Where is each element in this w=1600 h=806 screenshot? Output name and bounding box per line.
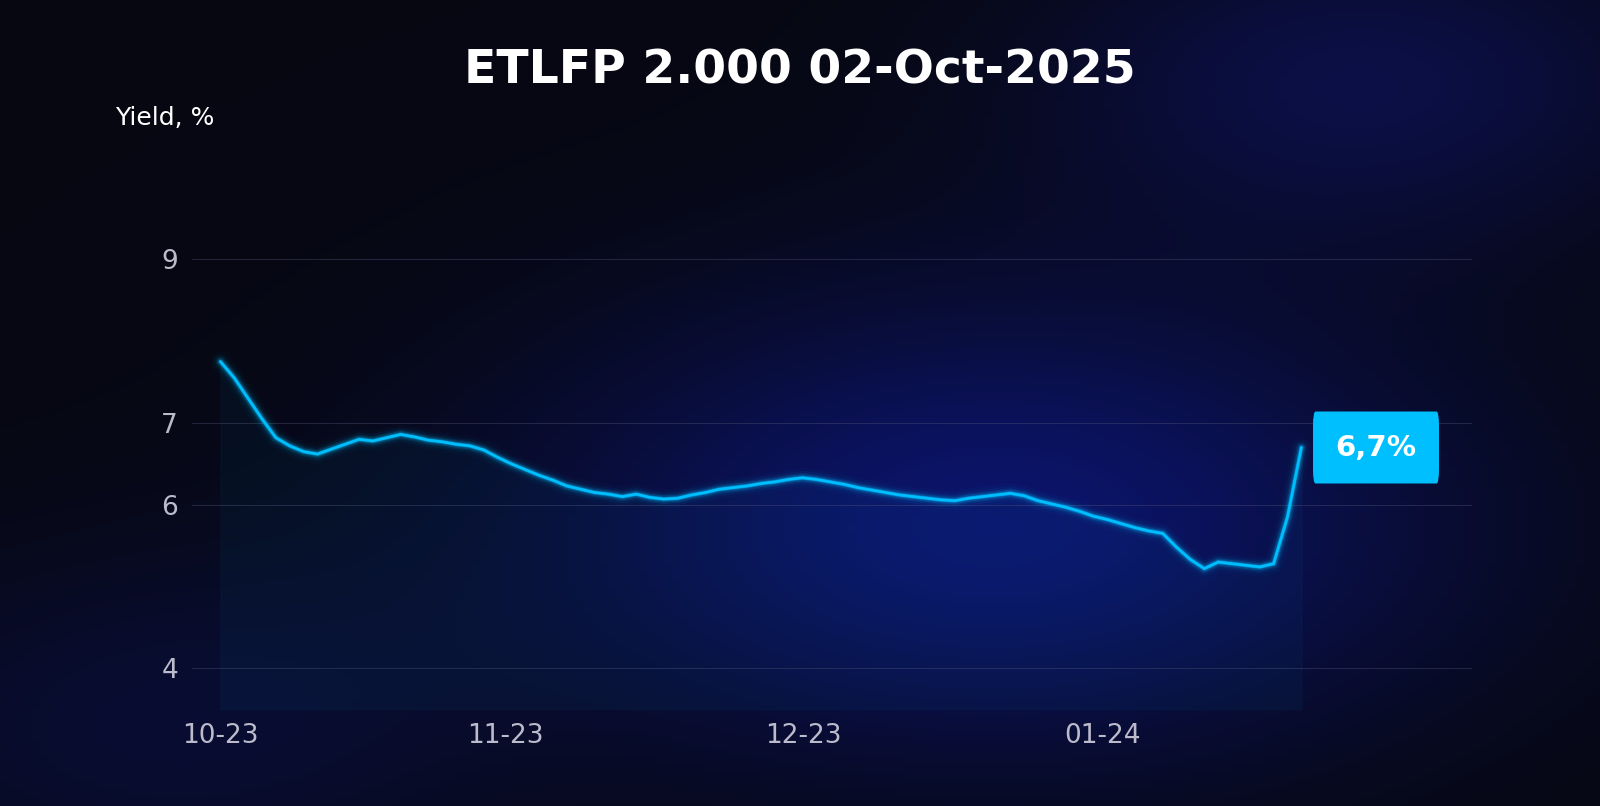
FancyBboxPatch shape [1314,412,1438,484]
Text: 6,7%: 6,7% [1336,434,1416,462]
Text: Yield, %: Yield, % [115,106,214,131]
Text: ETLFP 2.000 02-Oct-2025: ETLFP 2.000 02-Oct-2025 [464,48,1136,93]
